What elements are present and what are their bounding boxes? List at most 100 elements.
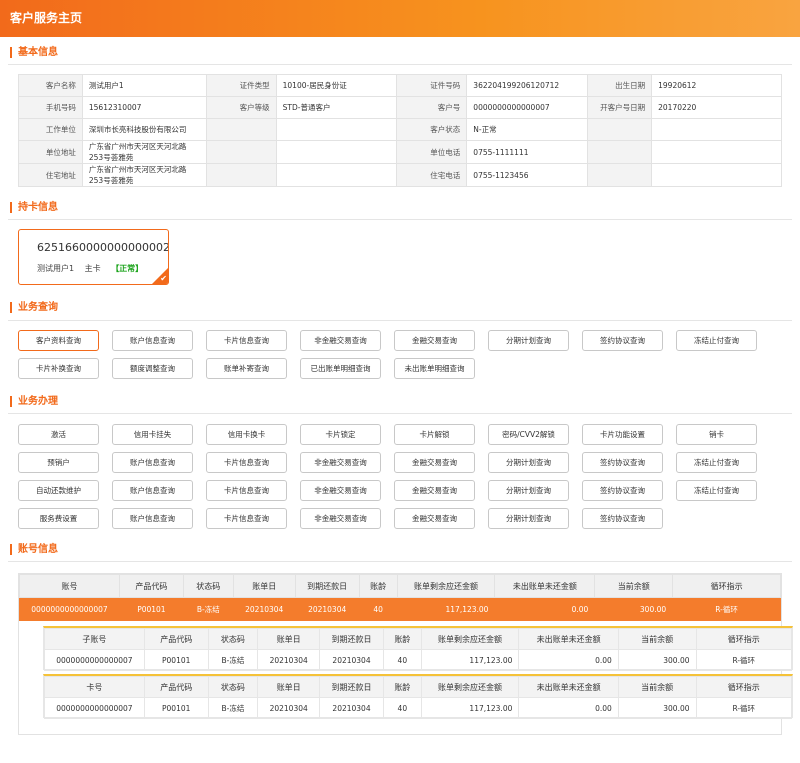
card-account-row[interactable]: 0000000000000007 P00101 B-冻结 20210304 202103… <box>44 697 792 719</box>
handle-button[interactable]: 密码/CVV2解锁 <box>488 424 569 445</box>
info-label: 出生日期 <box>587 74 653 97</box>
handle-button[interactable]: 分期计划查询 <box>488 508 569 529</box>
handle-button[interactable]: 签约协议查询 <box>582 508 663 529</box>
info-label: 单位地址 <box>18 140 83 164</box>
handle-button[interactable]: 卡片信息查询 <box>206 508 287 529</box>
section-basic-info: 基本信息 <box>10 47 58 58</box>
query-button[interactable]: 账单补寄查询 <box>206 358 287 379</box>
query-button[interactable]: 客户资料查询 <box>18 330 99 351</box>
handle-button[interactable]: 服务费设置 <box>18 508 99 529</box>
card-account-box: 卡号 产品代码 状态码 账单日 到期还款日 账龄 账单剩余应还金额 未出账单未还金额 当前余额循… <box>43 674 793 719</box>
info-label: 证件类型 <box>205 74 277 97</box>
table-cell: 300.00 <box>617 649 697 671</box>
page-header: 客户服务主页 <box>0 0 800 37</box>
query-button[interactable]: 卡片补换查询 <box>18 358 99 379</box>
table-cell: 0000000000000007 <box>19 597 120 621</box>
column-header: 账龄 <box>382 676 422 698</box>
info-label: 工作单位 <box>18 118 83 141</box>
query-button[interactable]: 额度调整查询 <box>112 358 193 379</box>
column-header: 状态码 <box>207 676 259 698</box>
handle-button[interactable]: 账户信息查询 <box>112 452 193 473</box>
handle-button[interactable]: 激活 <box>18 424 99 445</box>
query-button[interactable]: 未出账单明细查询 <box>394 358 475 379</box>
table-cell: 117,123.00 <box>396 597 496 621</box>
table-cell: 20210304 <box>294 597 360 621</box>
section-card-info: 持卡信息 <box>10 202 58 213</box>
card-status: 【正常】 <box>111 264 144 273</box>
handle-button[interactable]: 分期计划查询 <box>488 452 569 473</box>
info-value <box>651 140 782 164</box>
account-row[interactable]: 0000000000000007 P00101 B-冻结 20210304 202103… <box>19 597 781 621</box>
query-button[interactable]: 已出账单明细查询 <box>300 358 381 379</box>
info-label <box>587 118 653 141</box>
handle-button[interactable]: 卡片信息查询 <box>206 480 287 501</box>
handle-button[interactable]: 金融交易查询 <box>394 452 475 473</box>
column-header: 账单日 <box>257 676 321 698</box>
handle-button[interactable]: 金融交易查询 <box>394 480 475 501</box>
handle-button[interactable]: 销卡 <box>676 424 757 445</box>
query-button[interactable]: 冻结止付查询 <box>676 330 757 351</box>
handle-button[interactable]: 非金融交易查询 <box>300 452 381 473</box>
info-row: 住宅地址 广东省广州市天河区天河北路253号荟雅苑 住宅电话 0755-1123456 <box>18 163 782 187</box>
handle-button[interactable]: 信用卡挂失 <box>112 424 193 445</box>
column-header: 当前余额 <box>617 676 697 698</box>
table-cell: P00101 <box>143 697 209 719</box>
handle-button[interactable]: 账户信息查询 <box>112 480 193 501</box>
check-icon: ✔ <box>160 274 167 283</box>
info-value <box>275 118 398 141</box>
card-details: 测试用户1 主卡 【正常】 <box>37 263 151 274</box>
handle-button[interactable]: 非金融交易查询 <box>300 480 381 501</box>
table-cell: 20210304 <box>319 697 384 719</box>
table-cell: P00101 <box>118 597 184 621</box>
handle-button[interactable]: 账户信息查询 <box>112 508 193 529</box>
handle-button[interactable]: 金融交易查询 <box>394 508 475 529</box>
handle-button[interactable]: 冻结止付查询 <box>676 452 757 473</box>
handle-button[interactable]: 卡片解锁 <box>394 424 475 445</box>
handle-button[interactable]: 卡片信息查询 <box>206 452 287 473</box>
column-header: 循环指示 <box>672 574 781 598</box>
handle-button[interactable]: 卡片功能设置 <box>582 424 663 445</box>
info-label: 住宅地址 <box>18 163 83 187</box>
handle-button[interactable]: 自动还款维护 <box>18 480 99 501</box>
query-button[interactable]: 金融交易查询 <box>394 330 475 351</box>
query-button[interactable]: 分期计划查询 <box>488 330 569 351</box>
divider <box>8 320 792 321</box>
table-cell: 20210304 <box>257 649 321 671</box>
query-button[interactable]: 账户信息查询 <box>112 330 193 351</box>
info-row: 单位地址 广东省广州市天河区天河北路253号荟雅苑 单位电话 0755-1111111 <box>18 140 782 164</box>
table-cell: 300.00 <box>617 697 697 719</box>
handle-button[interactable]: 签约协议查询 <box>582 452 663 473</box>
column-header: 当前余额 <box>594 574 674 598</box>
query-button[interactable]: 签约协议查询 <box>582 330 663 351</box>
column-header: 当前余额 <box>617 628 697 650</box>
query-button[interactable]: 卡片信息查询 <box>206 330 287 351</box>
handle-button[interactable]: 信用卡换卡 <box>206 424 287 445</box>
sub-account-table: 子账号 产品代码 状态码 账单日 到期还款日 账龄 账单剩余应还金额 未出账单未还金额 当前余额… <box>44 628 792 671</box>
info-label: 客户状态 <box>396 118 468 141</box>
handle-button[interactable]: 预销户 <box>18 452 99 473</box>
info-value: 0000000000000007 <box>466 96 589 119</box>
sub-account-row[interactable]: 0000000000000007 P00101 B-冻结 20210304 202103… <box>44 649 792 671</box>
column-header: 循环指示 <box>695 628 792 650</box>
query-button[interactable]: 非金融交易查询 <box>300 330 381 351</box>
account-panel: 账号 产品代码 状态码 账单日 到期还款日 账龄 账单剩余应还金额 未出账单未还金额 当前余额循… <box>18 573 793 735</box>
info-row: 工作单位 深圳市长亮科技股份有限公司 客户状态 N-正常 <box>18 118 782 141</box>
handle-button[interactable]: 非金融交易查询 <box>300 508 381 529</box>
info-value: 广东省广州市天河区天河北路253号荟雅苑 <box>81 163 207 187</box>
handle-button[interactable]: 卡片锁定 <box>300 424 381 445</box>
table-cell: B-冻结 <box>207 697 259 719</box>
info-label: 客户名称 <box>18 74 83 97</box>
info-value: 测试用户1 <box>81 74 207 97</box>
info-value: N-正常 <box>466 118 589 141</box>
handle-button[interactable]: 冻结止付查询 <box>676 480 757 501</box>
handle-button[interactable]: 分期计划查询 <box>488 480 569 501</box>
table-cell: R-循环 <box>695 649 792 671</box>
info-label: 证件号码 <box>396 74 468 97</box>
card-tile[interactable]: 6251660000000000002 测试用户1 主卡 【正常】 ✔ <box>18 229 169 285</box>
handle-button[interactable]: 签约协议查询 <box>582 480 663 501</box>
info-value: 19920612 <box>651 74 782 97</box>
info-value: 10100-居民身份证 <box>275 74 398 97</box>
table-cell: B-冻结 <box>207 649 259 671</box>
table-cell: 0000000000000007 <box>44 697 145 719</box>
section-handle: 业务办理 <box>10 396 58 407</box>
